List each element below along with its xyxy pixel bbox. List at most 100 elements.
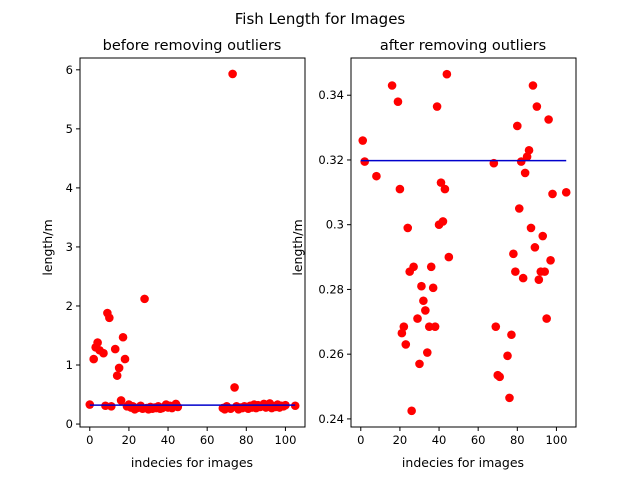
y-tick-label: 3 bbox=[66, 240, 73, 254]
data-point bbox=[520, 168, 530, 178]
y-tick-label: 0.26 bbox=[318, 347, 344, 361]
data-point bbox=[509, 249, 518, 259]
data-point bbox=[140, 294, 149, 304]
axes-frame bbox=[350, 57, 577, 428]
data-point bbox=[120, 354, 130, 364]
data-point bbox=[105, 313, 114, 323]
data-point bbox=[546, 255, 555, 265]
data-point bbox=[511, 267, 520, 276]
data-point bbox=[110, 344, 120, 354]
y-axis-label: length/m bbox=[290, 219, 305, 275]
y-tick-label: 6 bbox=[66, 63, 73, 77]
data-point bbox=[99, 348, 108, 358]
data-point bbox=[401, 340, 411, 349]
data-point bbox=[442, 69, 452, 79]
data-point bbox=[290, 401, 300, 411]
data-point bbox=[118, 332, 128, 342]
x-tick-label: 40 bbox=[161, 433, 176, 447]
data-point bbox=[387, 81, 397, 90]
y-tick-label: 5 bbox=[66, 122, 73, 136]
chart-title: before removing outliers bbox=[103, 38, 282, 54]
data-point bbox=[513, 121, 522, 131]
data-point bbox=[440, 184, 450, 194]
x-tick-label: 60 bbox=[471, 433, 486, 447]
x-tick-label: 40 bbox=[432, 433, 447, 447]
data-point bbox=[544, 115, 553, 124]
data-point bbox=[428, 283, 438, 293]
data-point bbox=[528, 81, 538, 90]
y-tick-label: 0.24 bbox=[318, 412, 344, 426]
data-point bbox=[93, 338, 102, 347]
data-point bbox=[358, 136, 368, 145]
data-point bbox=[415, 359, 424, 369]
x-tick-label: 60 bbox=[200, 433, 215, 447]
data-point bbox=[230, 383, 239, 392]
x-tick-label: 20 bbox=[122, 433, 137, 447]
data-point bbox=[530, 243, 540, 252]
data-point bbox=[409, 262, 418, 272]
data-point bbox=[107, 402, 116, 411]
data-point bbox=[173, 402, 183, 412]
data-point bbox=[112, 371, 122, 380]
data-point bbox=[548, 189, 557, 199]
data-point bbox=[503, 351, 512, 361]
x-tick-label: 0 bbox=[86, 433, 93, 447]
y-tick-label: 1 bbox=[66, 358, 73, 372]
y-tick-label: 0.34 bbox=[318, 88, 344, 102]
data-point bbox=[495, 372, 505, 382]
data-point bbox=[542, 314, 551, 323]
x-tick-label: 100 bbox=[545, 433, 567, 447]
y-tick-label: 2 bbox=[66, 299, 73, 313]
data-point bbox=[540, 267, 549, 276]
data-point bbox=[419, 296, 428, 306]
data-point bbox=[514, 204, 524, 213]
y-tick-label: 0.28 bbox=[318, 282, 344, 296]
data-point bbox=[538, 231, 548, 241]
x-tick-label: 80 bbox=[239, 433, 254, 447]
data-point bbox=[505, 393, 514, 403]
x-axis-label: indecies for images bbox=[131, 455, 253, 470]
data-point bbox=[395, 184, 405, 194]
chart-before-removing-outliers: before removing outliers indecies for im… bbox=[40, 38, 306, 470]
data-point bbox=[561, 188, 571, 197]
x-axis-label: indecies for images bbox=[402, 455, 524, 470]
data-point bbox=[421, 306, 430, 315]
data-point bbox=[372, 171, 381, 181]
x-tick-label: 80 bbox=[510, 433, 525, 447]
data-point bbox=[399, 322, 409, 331]
data-point bbox=[423, 348, 432, 357]
data-point bbox=[518, 273, 528, 283]
figure-suptitle: Fish Length for Images bbox=[235, 10, 406, 28]
data-point bbox=[444, 252, 454, 262]
data-point bbox=[491, 322, 501, 331]
chart-title: after removing outliers bbox=[380, 38, 546, 54]
data-point bbox=[417, 281, 426, 291]
data-point bbox=[430, 322, 440, 331]
data-point bbox=[407, 406, 416, 416]
data-point bbox=[403, 223, 413, 233]
data-point bbox=[532, 102, 542, 111]
y-axis-label: length/m bbox=[40, 219, 55, 275]
data-point bbox=[522, 152, 532, 162]
data-point bbox=[413, 314, 422, 323]
data-point bbox=[438, 217, 448, 226]
data-point bbox=[436, 178, 446, 187]
data-point bbox=[507, 330, 516, 340]
data-point bbox=[534, 275, 544, 285]
chart-after-removing-outliers: after removing outliers indecies for ima… bbox=[290, 38, 577, 470]
y-tick-label: 0 bbox=[66, 417, 73, 431]
data-point bbox=[116, 396, 126, 405]
data-point bbox=[524, 145, 534, 155]
data-point bbox=[228, 69, 237, 79]
data-point bbox=[89, 354, 98, 364]
data-point bbox=[432, 102, 442, 111]
data-point bbox=[397, 328, 407, 338]
data-point bbox=[426, 262, 436, 272]
x-tick-label: 100 bbox=[274, 433, 296, 447]
y-tick-label: 0.32 bbox=[318, 153, 344, 167]
data-points bbox=[358, 69, 571, 416]
y-tick-label: 4 bbox=[66, 181, 73, 195]
x-tick-label: 20 bbox=[393, 433, 408, 447]
data-point bbox=[85, 400, 95, 409]
